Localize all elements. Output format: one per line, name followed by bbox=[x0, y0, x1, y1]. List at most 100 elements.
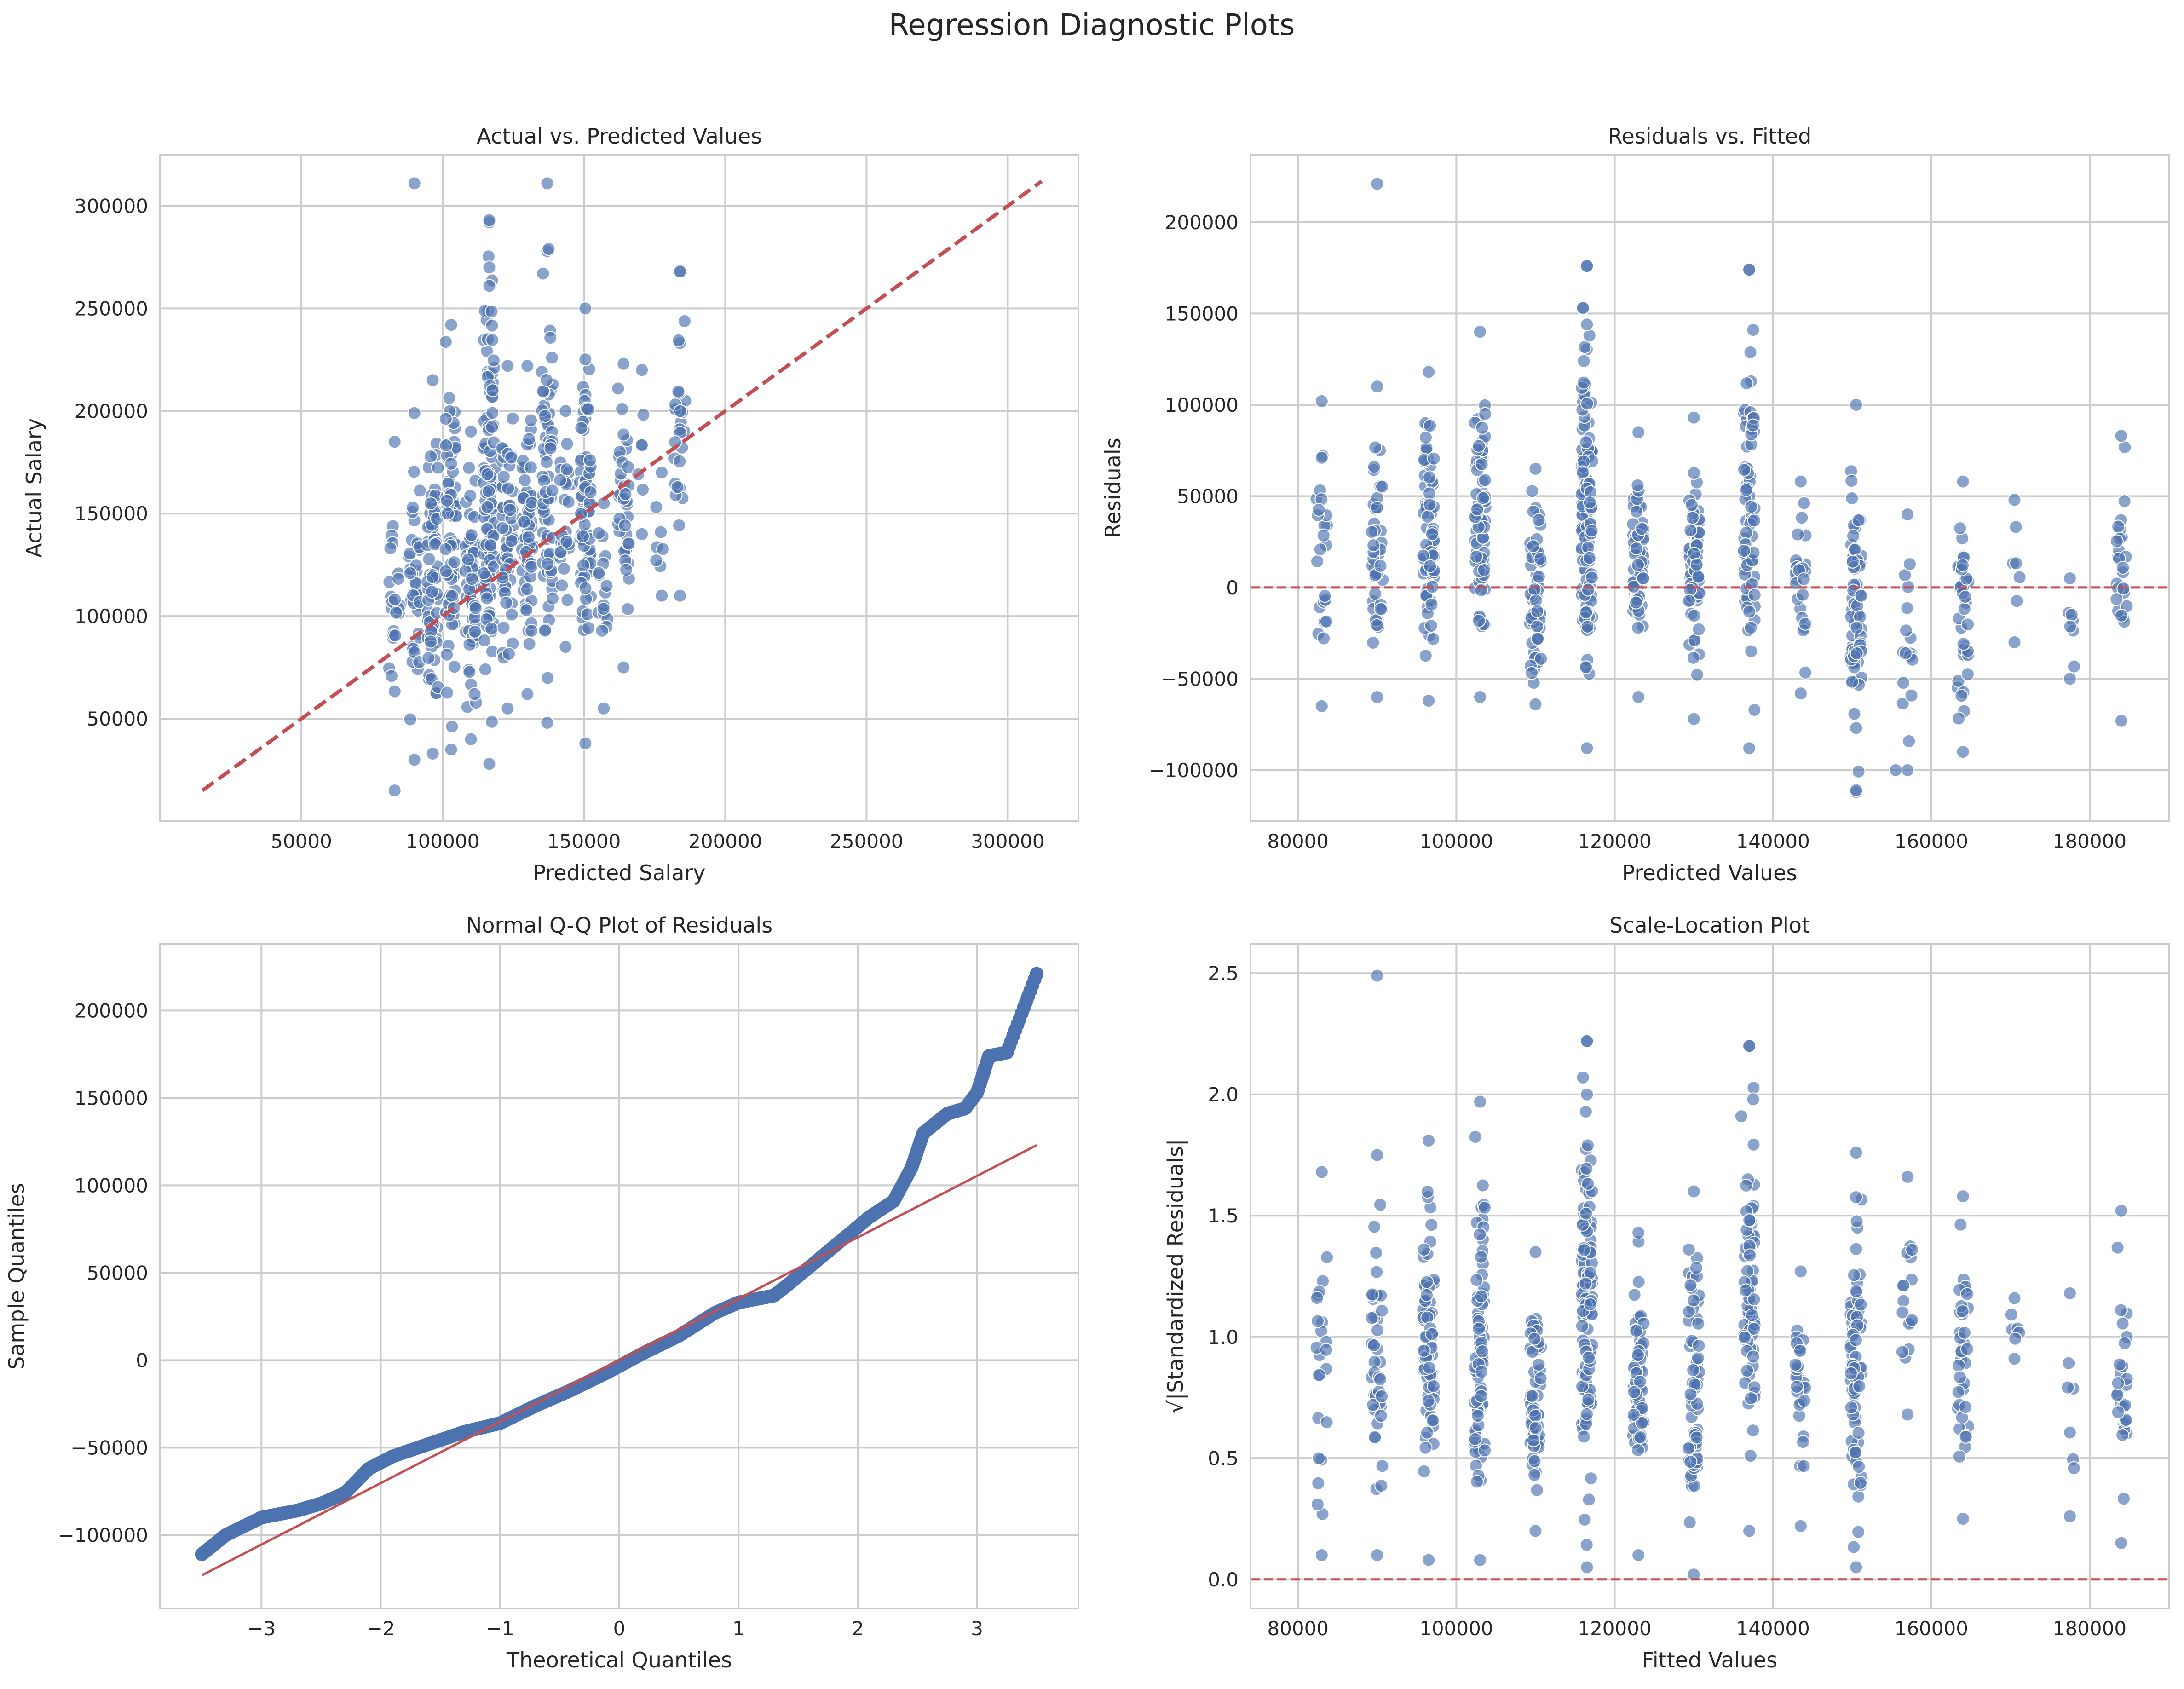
x-tick-label: −3 bbox=[247, 1617, 276, 1640]
data-point bbox=[1951, 674, 1965, 688]
data-point bbox=[1798, 665, 1813, 680]
data-point bbox=[1373, 559, 1388, 573]
data-point bbox=[1422, 1553, 1436, 1567]
data-point bbox=[1743, 1248, 1757, 1262]
data-point bbox=[1474, 1389, 1488, 1403]
data-point bbox=[1689, 1430, 1704, 1445]
data-point bbox=[499, 596, 513, 610]
data-point bbox=[1367, 1220, 1382, 1234]
data-point bbox=[1579, 660, 1593, 674]
data-point bbox=[1469, 549, 1483, 564]
data-point bbox=[1849, 1284, 1863, 1298]
data-point bbox=[1747, 588, 1762, 602]
x-axis-label: Predicted Salary bbox=[533, 860, 705, 885]
data-point bbox=[1534, 651, 1548, 666]
data-point bbox=[1476, 491, 1490, 505]
data-point bbox=[383, 541, 398, 555]
data-point bbox=[1579, 605, 1593, 620]
data-point bbox=[461, 553, 475, 567]
data-marks bbox=[1250, 968, 2169, 1582]
data-point bbox=[1423, 559, 1437, 573]
data-point bbox=[2061, 1380, 2075, 1395]
data-point bbox=[1424, 618, 1438, 633]
data-point bbox=[1577, 375, 1591, 390]
data-point bbox=[1631, 1348, 1645, 1362]
actual-vs-predicted-plot: 50000 100000 150000 200000 250000 300000 50000… bbox=[22, 124, 1079, 885]
data-point bbox=[619, 563, 634, 577]
data-point bbox=[1368, 440, 1383, 455]
data-point bbox=[1747, 1292, 1761, 1307]
data-point bbox=[1955, 558, 1970, 572]
data-point bbox=[1631, 425, 1646, 439]
data-point bbox=[1633, 1374, 1647, 1389]
outlier-point bbox=[1576, 1070, 1590, 1084]
data-point bbox=[581, 402, 595, 416]
data-point bbox=[1631, 621, 1645, 635]
plot-frame bbox=[159, 154, 1079, 822]
data-point bbox=[1956, 745, 1970, 759]
data-point bbox=[543, 331, 558, 345]
y-tick-label: 0.5 bbox=[1208, 1447, 1239, 1470]
data-point bbox=[484, 715, 499, 729]
data-point bbox=[506, 411, 520, 426]
data-point bbox=[1687, 1568, 1701, 1582]
data-point bbox=[1626, 1408, 1641, 1422]
data-point bbox=[576, 529, 590, 543]
data-point bbox=[1847, 1540, 1861, 1554]
data-point bbox=[1631, 1548, 1646, 1562]
data-point bbox=[1528, 1245, 1543, 1259]
data-point bbox=[1952, 1358, 1966, 1372]
data-point bbox=[468, 624, 482, 639]
data-point bbox=[1627, 1288, 1642, 1302]
data-point bbox=[1581, 1176, 1595, 1191]
data-point bbox=[1420, 1425, 1434, 1440]
data-point bbox=[1477, 563, 1491, 577]
data-point bbox=[1635, 522, 1649, 536]
data-point bbox=[1687, 609, 1701, 623]
data-point bbox=[1421, 1394, 1435, 1408]
data-point bbox=[672, 333, 686, 347]
data-point bbox=[1742, 1213, 1757, 1228]
data-point bbox=[1743, 1449, 1758, 1463]
data-point bbox=[1854, 1297, 1868, 1312]
data-point bbox=[2067, 659, 2081, 674]
outlier-point bbox=[482, 279, 496, 293]
data-point bbox=[1581, 1350, 1596, 1365]
data-point bbox=[484, 622, 499, 636]
data-point bbox=[1746, 1424, 1760, 1438]
data-point bbox=[1851, 1525, 1866, 1539]
outlier-point bbox=[1580, 317, 1594, 332]
data-point bbox=[1788, 1357, 1803, 1372]
data-point bbox=[670, 480, 685, 494]
data-point bbox=[1686, 1363, 1700, 1377]
data-point bbox=[1627, 1385, 1641, 1399]
data-point bbox=[482, 757, 496, 771]
data-point bbox=[1742, 605, 1757, 619]
data-point bbox=[1797, 1394, 1811, 1408]
data-point bbox=[1690, 668, 1704, 682]
data-point bbox=[1957, 1326, 1971, 1340]
data-point bbox=[1687, 712, 1701, 726]
data-point bbox=[1896, 1294, 1911, 1308]
data-point bbox=[1475, 1344, 1489, 1359]
data-point bbox=[421, 651, 436, 665]
data-point bbox=[1527, 1332, 1542, 1346]
data-point bbox=[505, 534, 519, 548]
data-point bbox=[1631, 478, 1645, 492]
outlier-point bbox=[407, 176, 421, 190]
plot-frame bbox=[1250, 154, 2170, 822]
data-point bbox=[559, 535, 574, 549]
data-point bbox=[482, 484, 496, 498]
data-point bbox=[1797, 572, 1811, 586]
data-point bbox=[1849, 1146, 1863, 1160]
data-point bbox=[1849, 1190, 1863, 1204]
data-point bbox=[1896, 676, 1910, 690]
data-point bbox=[387, 435, 402, 449]
data-point bbox=[655, 466, 669, 480]
x-tick-label: 120000 bbox=[1578, 830, 1651, 853]
data-point bbox=[1525, 1345, 1539, 1359]
data-point bbox=[1423, 470, 1437, 484]
data-point bbox=[1901, 763, 1915, 777]
data-point bbox=[1365, 525, 1379, 539]
data-point bbox=[1418, 430, 1433, 444]
